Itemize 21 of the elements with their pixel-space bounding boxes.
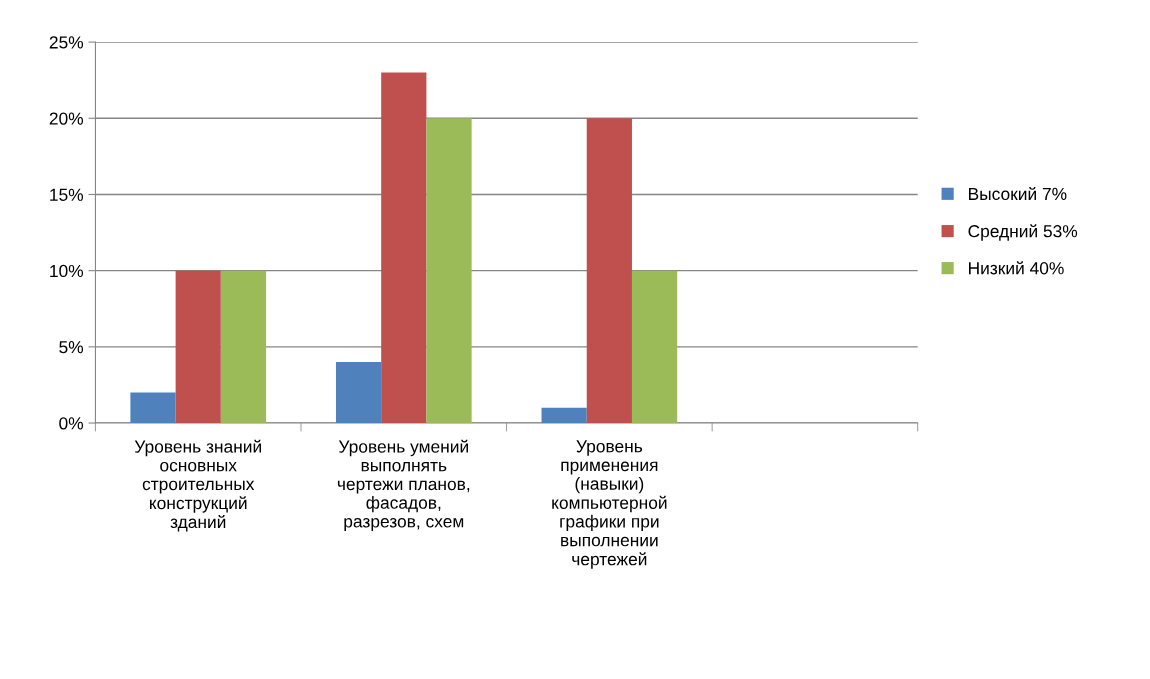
bar: [335, 362, 382, 424]
bar: [175, 270, 221, 424]
y-tick-label: 15%: [50, 188, 84, 201]
y-tick-label: 0%: [59, 417, 84, 430]
y-tick-label: 10%: [50, 264, 84, 278]
bar: [220, 270, 267, 424]
y-tick-label: 20%: [49, 112, 84, 125]
x-tick-label: Уровень умений выполнять чертежи планов, фасадов, разрезов, схем: [337, 439, 470, 531]
bar: [381, 72, 427, 424]
bar: [426, 118, 472, 424]
x-tick-label: Уровень знаний основных строительных конструкций зданий: [134, 439, 261, 532]
x-tick-label: Уровень применения (навыки) компьютерной графики при выполнении чертежей: [552, 440, 667, 569]
bar: [586, 118, 632, 424]
bar: [130, 392, 176, 424]
y-tick-label: 25%: [49, 36, 84, 49]
bar: [631, 270, 678, 424]
bar: [541, 407, 587, 424]
legend-label: Высокий 7%: [969, 186, 1067, 201]
legend-label: Низкий 40%: [969, 261, 1064, 275]
legend-label: Средний 53%: [968, 224, 1078, 241]
y-tick-label: 5%: [59, 341, 84, 354]
